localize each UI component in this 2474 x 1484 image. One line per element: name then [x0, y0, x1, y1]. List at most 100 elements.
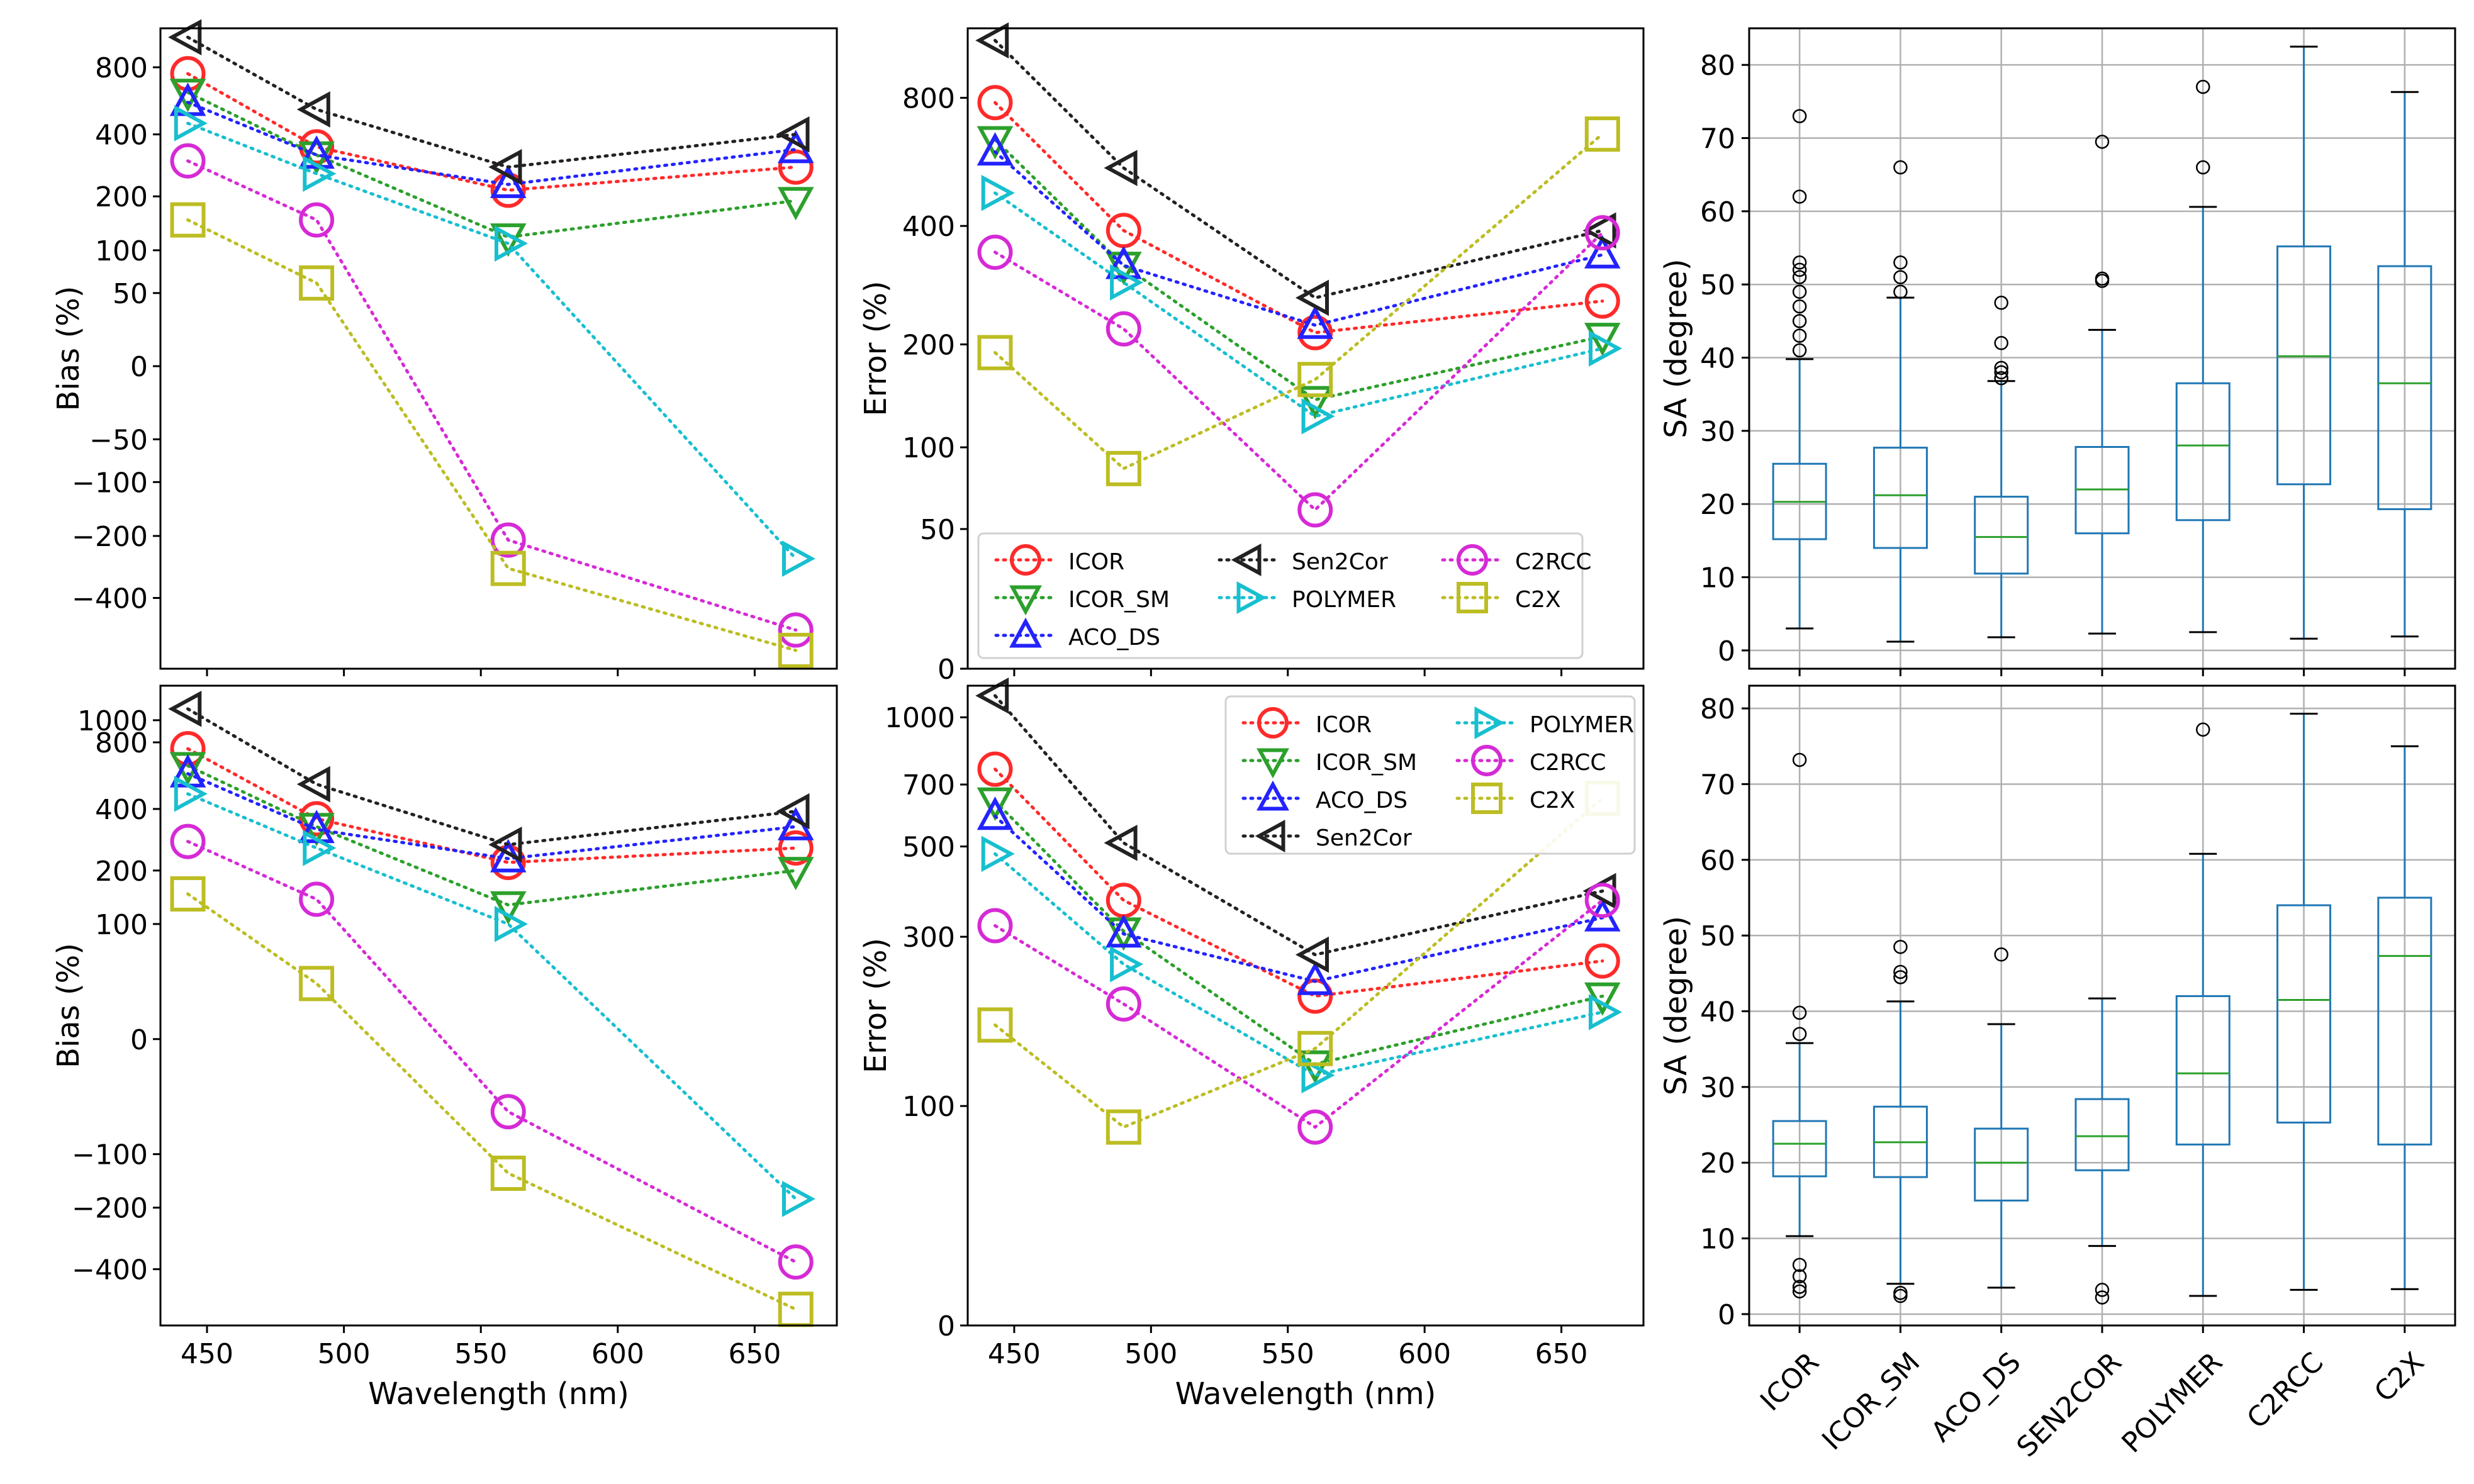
series-line-icor — [994, 101, 1604, 335]
flier-icor-sm — [1893, 255, 1908, 270]
marker-sen2cor-443 — [168, 19, 202, 56]
marker-c2rcc-443 — [170, 823, 206, 859]
marker-c2rcc-560 — [1297, 492, 1333, 528]
y-axis-label: SA (degree) — [1659, 916, 1694, 1095]
x-tick-label: 650 — [728, 1338, 781, 1370]
flier-icor — [1792, 1269, 1807, 1284]
series-line-icor-sm — [994, 138, 1604, 402]
y-tick-label: 60 — [1700, 845, 1735, 877]
legend-marker-c2rcc — [1471, 745, 1503, 776]
y-tick-label: 100 — [902, 1091, 955, 1123]
marker-icor-665 — [1584, 283, 1620, 319]
marker-sen2cor-490 — [296, 91, 330, 128]
y-tick-label: −100 — [72, 1139, 148, 1171]
marker-polymer-665 — [782, 1181, 815, 1217]
series-line-polymer — [186, 121, 798, 561]
legend-marker-aco-ds — [1257, 780, 1289, 811]
y-tick-label: 0 — [938, 1310, 955, 1342]
marker-icor-665 — [778, 149, 814, 185]
marker-c2x-490 — [299, 265, 335, 301]
legend-marker-c2rcc — [1457, 544, 1488, 576]
marker-icor-sm-665 — [777, 187, 814, 221]
marker-c2x-560 — [490, 550, 526, 586]
y-tick-label: 100 — [902, 432, 955, 464]
y-tick-label: 800 — [902, 82, 955, 114]
flier-aco-ds — [1994, 296, 2008, 310]
marker-sen2cor-560 — [488, 826, 522, 863]
marker-sen2cor-490 — [1104, 825, 1138, 861]
y-tick-label: −400 — [72, 583, 148, 615]
x-tick-label: 450 — [181, 1338, 233, 1370]
y-tick-label: 80 — [1700, 50, 1735, 82]
box-polymer — [2175, 382, 2231, 522]
y-tick-label: −200 — [72, 521, 148, 553]
marker-icor-sm-665 — [1584, 323, 1621, 357]
box-polymer — [2175, 995, 2231, 1146]
marker-icor-665 — [1584, 943, 1620, 979]
flier-icor — [1792, 262, 1807, 277]
flier-icor — [1792, 752, 1807, 767]
marker-c2rcc-560 — [1297, 1109, 1333, 1145]
marker-c2x-560 — [1297, 1030, 1333, 1066]
legend-label-aco-ds: ACO_DS — [1068, 625, 1160, 650]
x-tick-label: 600 — [1398, 1338, 1451, 1370]
marker-c2rcc-490 — [299, 881, 335, 917]
marker-icor-443 — [977, 85, 1013, 121]
y-tick-label: 0 — [1718, 1299, 1735, 1331]
marker-sen2cor-665 — [1582, 212, 1616, 249]
series-line-aco-ds — [186, 772, 798, 861]
x-axis-bottom-left: 450 500 550 600 650 Wavelength (nm) — [181, 1338, 781, 1412]
flier-polymer — [2196, 79, 2210, 94]
marker-c2x-665 — [1584, 116, 1620, 152]
marker-c2x-443 — [170, 876, 206, 912]
marker-c2x-443 — [977, 335, 1013, 371]
series-line-c2x — [994, 132, 1604, 471]
series-line-icor-sm — [186, 764, 798, 907]
marker-sen2cor-665 — [776, 793, 810, 830]
y-tick-label: 800 — [95, 727, 148, 759]
y-tick-label: 20 — [1700, 489, 1735, 521]
marker-sen2cor-490 — [1104, 150, 1138, 186]
marker-icor-665 — [778, 830, 814, 866]
marker-sen2cor-560 — [1295, 279, 1329, 316]
marker-polymer-490 — [1110, 946, 1144, 983]
marker-polymer-560 — [495, 225, 528, 262]
flier-icor — [1792, 189, 1807, 204]
marker-polymer-665 — [782, 540, 815, 577]
marker-icor-sm-443 — [977, 787, 1014, 821]
flier-sen2cor — [2095, 1283, 2110, 1297]
y-tick-label: 1000 — [77, 705, 148, 737]
marker-c2x-443 — [977, 1007, 1013, 1043]
marker-icor-sm-665 — [777, 857, 814, 891]
flier-sen2cor — [2095, 135, 2110, 149]
y-tick-label: 70 — [1700, 123, 1735, 155]
y-tick-label: 50 — [1700, 920, 1735, 952]
flier-icor-sm — [1893, 964, 1908, 979]
legend-label-c2rcc: C2RCC — [1515, 549, 1592, 575]
marker-c2x-560 — [490, 1156, 526, 1191]
marker-icor-sm-560 — [490, 891, 527, 925]
flier-aco-ds — [1994, 947, 2008, 962]
flier-icor — [1792, 1280, 1807, 1294]
marker-icor-sm-443 — [169, 752, 206, 786]
series-line-icor — [186, 747, 798, 864]
marker-c2rcc-490 — [1105, 311, 1141, 347]
flier-icor — [1792, 1284, 1807, 1299]
flier-sen2cor — [2095, 271, 2110, 286]
marker-polymer-443 — [981, 835, 1015, 873]
y-tick-label: 30 — [1700, 416, 1735, 448]
series-line-aco-ds — [186, 101, 798, 186]
marker-polymer-443 — [981, 174, 1015, 211]
series-line-c2rcc — [186, 840, 798, 1264]
marker-aco-ds-490 — [1105, 245, 1142, 279]
legend-label-icor: ICOR — [1068, 549, 1124, 575]
flier-aco-ds — [1994, 365, 2008, 380]
box-sen2cor — [2074, 1098, 2130, 1171]
plot-frame — [966, 684, 1645, 1327]
y-tick-label: 1000 — [885, 702, 955, 734]
series-line-polymer — [186, 792, 798, 1201]
y-tick-label: 20 — [1700, 1147, 1735, 1180]
